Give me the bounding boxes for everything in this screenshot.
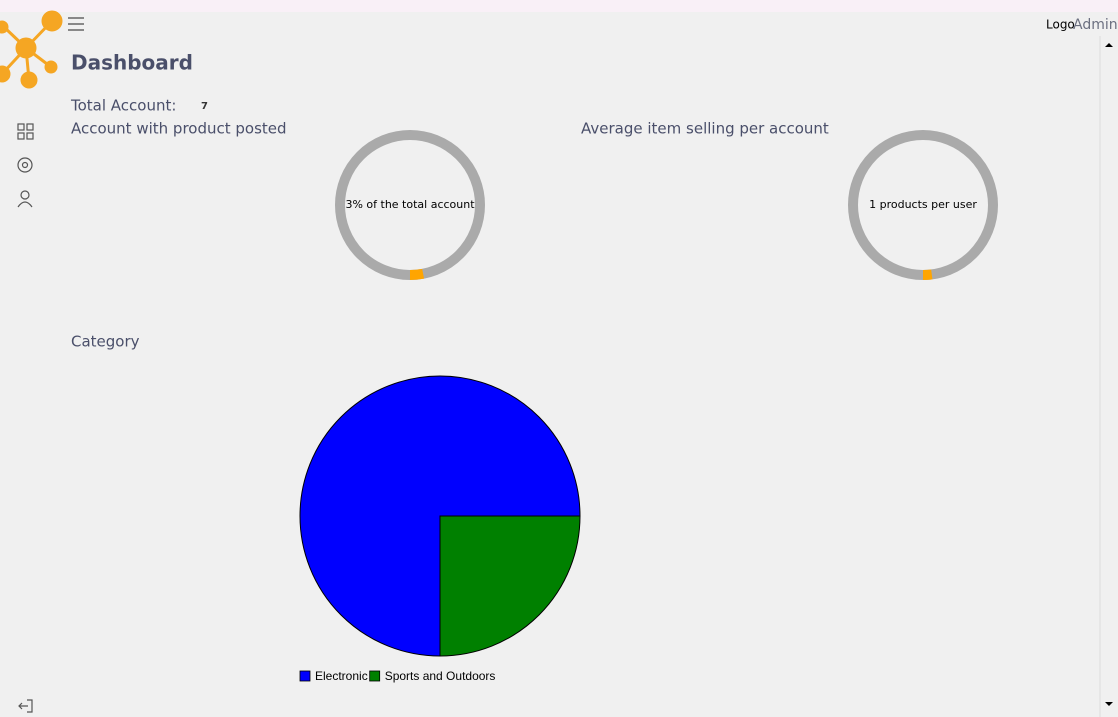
title-bar [0, 0, 1118, 12]
legend-label: Electronic [315, 669, 368, 683]
gauge-title: Account with product posted [71, 120, 287, 138]
page-title: Dashboard [71, 51, 193, 75]
gauge-arc [922, 269, 933, 280]
logo-icon [0, 10, 63, 89]
total-value: 7 [201, 101, 208, 112]
logo-label: Logo [1046, 18, 1075, 32]
pie-slice [299, 375, 581, 657]
menu-button[interactable] [68, 17, 84, 31]
gauge-label: 1 products per user [869, 198, 977, 211]
user-icon[interactable] [17, 190, 33, 208]
legend-swatch [299, 670, 311, 682]
user-name[interactable]: Admin [1073, 17, 1118, 33]
logout-icon[interactable] [18, 699, 33, 713]
section-title: Category [71, 333, 140, 351]
gauge-arc [409, 268, 425, 280]
gauge-title: Average item selling per account [581, 120, 829, 138]
dashboard-icon[interactable] [17, 123, 34, 140]
gauge-label: 3% of the total account [345, 198, 475, 211]
legend-swatch [369, 670, 381, 682]
legend-label: Sports and Outdoors [385, 669, 496, 683]
settings-icon[interactable] [17, 157, 33, 173]
total-label: Total Account: [70, 97, 176, 115]
scrollbar[interactable] [1099, 36, 1118, 717]
pie-slice [439, 515, 581, 657]
